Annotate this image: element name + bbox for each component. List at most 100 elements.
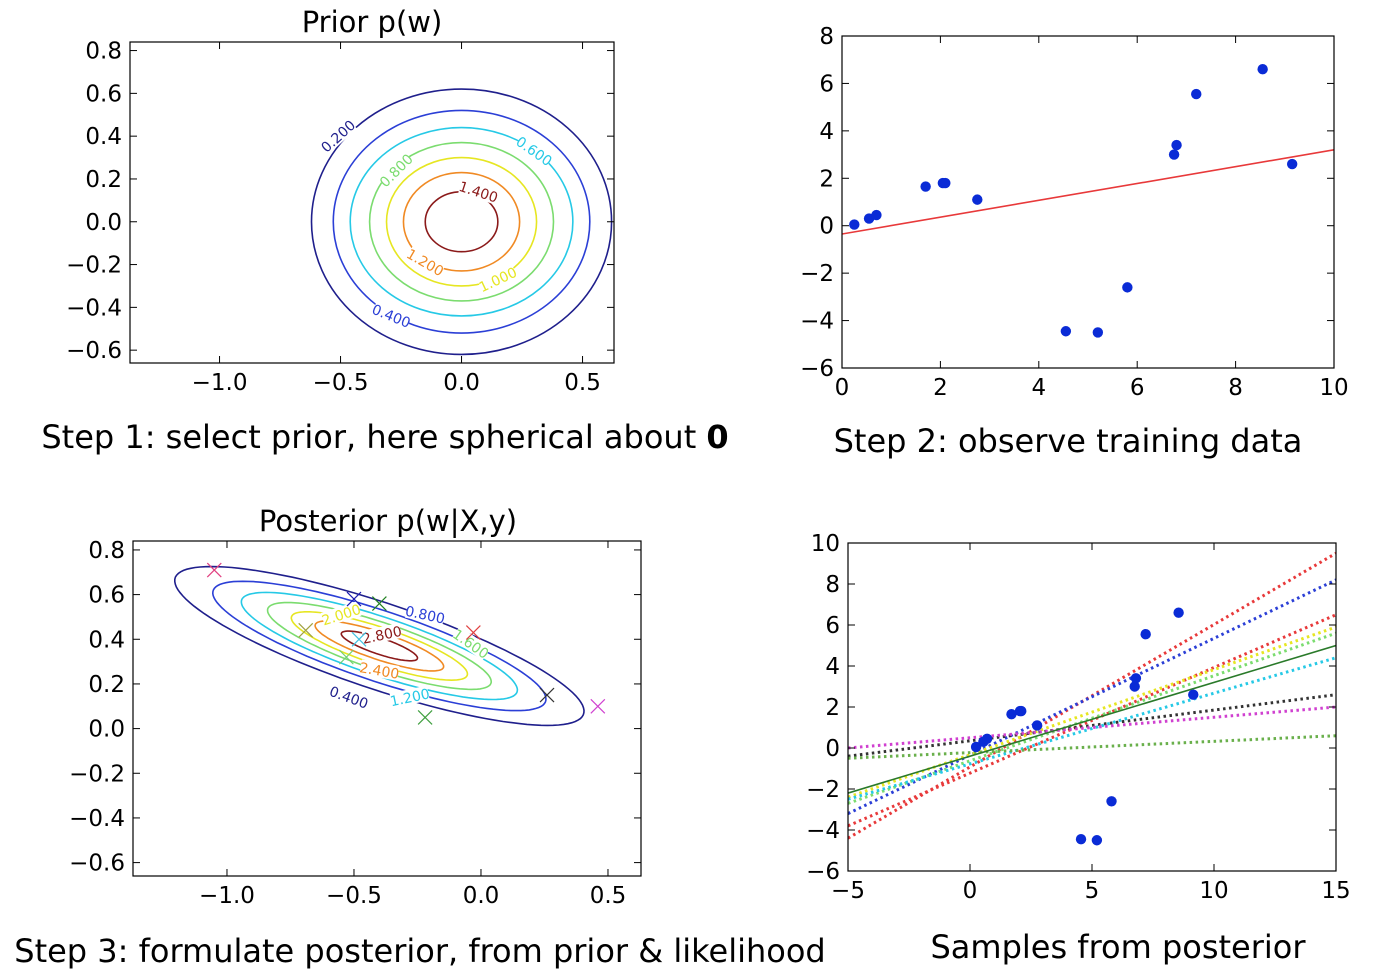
posterior-ytick-label: −0.2 [69, 761, 125, 787]
prior-ytick-label: −0.6 [66, 338, 122, 364]
prior-ytick-label: 0.8 [85, 39, 122, 65]
posterior-sample-marker [465, 625, 481, 640]
posterior-contour-level [266, 601, 492, 691]
samples-ytick-label: 0 [825, 736, 840, 762]
posterior-contour-level [240, 591, 519, 701]
posterior-sample-marker [338, 649, 354, 665]
prior-contour-label: 0.800 [377, 151, 417, 191]
data-point [1016, 705, 1027, 717]
data-point [1188, 689, 1199, 700]
posterior-sample-marker [351, 631, 367, 647]
posterior-ytick-label: 0.0 [88, 717, 125, 743]
training-point [1092, 327, 1104, 338]
training-xtick-label: 0 [835, 375, 850, 401]
training-plot-frame [841, 35, 1335, 369]
posterior-contour-label: 0.800 [404, 604, 447, 628]
data-point [1006, 708, 1017, 720]
prior-contour-label-bg [371, 301, 412, 330]
sample-marker-stroke [351, 631, 367, 647]
posterior-contour-label-bg [405, 602, 446, 626]
posterior-mean-line [848, 644, 1336, 794]
posterior-ytick-label: −0.4 [69, 806, 125, 832]
training-xtick-label: 4 [1031, 375, 1046, 401]
prior-xtick-label: 0.0 [443, 370, 480, 396]
samples-ytick-label: 4 [825, 654, 840, 680]
posterior-contour-label-bg [389, 685, 430, 709]
posterior-contour-level [174, 565, 585, 727]
training-point [871, 209, 882, 221]
training-xtick-label: 2 [933, 375, 948, 401]
step2-caption: Step 2: observe training data [834, 422, 1303, 460]
posterior-contour-label: 2.400 [358, 660, 400, 683]
prior-ytick-label: 0.4 [85, 124, 122, 150]
training-ytick-label: −6 [800, 356, 834, 382]
training-ytick-label: −2 [800, 261, 834, 287]
prior-contour-label-bg [405, 245, 446, 278]
posterior-ytick-label: 0.6 [88, 583, 125, 609]
prior-contour-level [349, 126, 574, 317]
training-data-chart: 0 2 4 6 8 10 −6 −4 −2 0 2 4 6 8 Step 2: observe train… [800, 24, 1349, 460]
training-ytick-label: 4 [819, 119, 834, 145]
posterior-samples-chart: −5 0 5 10 15 −6 −4 −2 0 2 4 6 8 10 Samples from poste… [806, 531, 1351, 966]
posterior-sample-line [848, 578, 1336, 815]
posterior-sample-line [848, 705, 1336, 750]
training-xtick-label: 10 [1319, 375, 1348, 401]
prior-contour-label-bg [514, 133, 555, 168]
prior-ytick-label: 0.6 [85, 81, 122, 107]
posterior-xtick-label: 0.5 [590, 883, 627, 909]
training-point [849, 219, 860, 230]
data-point [1130, 673, 1142, 684]
samples-ytick-label: 8 [825, 572, 840, 598]
prior-xtick-label: −1.0 [192, 370, 248, 396]
data-point [1075, 834, 1087, 845]
training-ytick-label: 2 [819, 166, 834, 192]
posterior-contour-level [314, 620, 445, 672]
samples-ytick-label: −6 [806, 859, 840, 885]
posterior-chart-title: Posterior p(w|X,y) [259, 504, 517, 538]
prior-xtick-label: −0.5 [313, 370, 369, 396]
samples-xtick-label: 0 [963, 878, 978, 904]
prior-contour-label: 0.400 [369, 302, 412, 332]
sample-marker-stroke [206, 562, 222, 578]
posterior-sample-marker [346, 591, 362, 607]
samples-ytick-label: −4 [806, 818, 840, 844]
prior-contour-label: 1.000 [477, 265, 520, 296]
prior-contour-level [402, 171, 521, 272]
posterior-sample-marker [371, 596, 387, 611]
samples-ytick-label: −2 [806, 777, 840, 803]
step1-caption: Step 1: select prior, here spherical abo… [41, 418, 728, 456]
training-point [1171, 139, 1182, 151]
posterior-contour-label-bg [451, 626, 491, 661]
training-ytick-label: 6 [819, 71, 834, 97]
training-point [1257, 63, 1268, 75]
sample-marker-stroke [539, 687, 555, 703]
posterior-plot-frame [132, 540, 642, 877]
training-ytick-label: 8 [819, 24, 834, 50]
sample-marker-stroke [371, 596, 387, 611]
posterior-xtick-label: 0.0 [463, 883, 500, 909]
data-point [1091, 835, 1103, 846]
training-ytick-label: 0 [819, 214, 834, 240]
posterior-contour-level [290, 611, 469, 682]
samples-xtick-label: 15 [1321, 878, 1350, 904]
prior-contour-label: 1.200 [403, 246, 446, 280]
prior-ytick-label: 0.2 [85, 167, 122, 193]
data-point [1129, 681, 1140, 692]
posterior-sample-marker [539, 687, 555, 703]
sample-marker-stroke [590, 698, 606, 714]
samples-plot-frame [847, 542, 1337, 872]
posterior-sample-line [848, 613, 1336, 828]
data-point [1140, 629, 1151, 640]
samples-ytick-label: 6 [825, 613, 840, 639]
training-point [972, 194, 983, 205]
sample-marker-stroke [298, 622, 314, 638]
samples-xtick-label: 10 [1199, 878, 1228, 904]
posterior-contour-chart: Posterior p(w|X,y) 0.8002.0001.6002.8002… [14, 504, 825, 970]
fit-line [842, 149, 1334, 235]
samples-ytick-label: 2 [825, 695, 840, 721]
posterior-sample-marker [298, 622, 314, 638]
sample-marker-stroke [346, 591, 362, 607]
prior-ytick-label: −0.2 [66, 253, 122, 279]
sample-marker-stroke [338, 649, 354, 665]
